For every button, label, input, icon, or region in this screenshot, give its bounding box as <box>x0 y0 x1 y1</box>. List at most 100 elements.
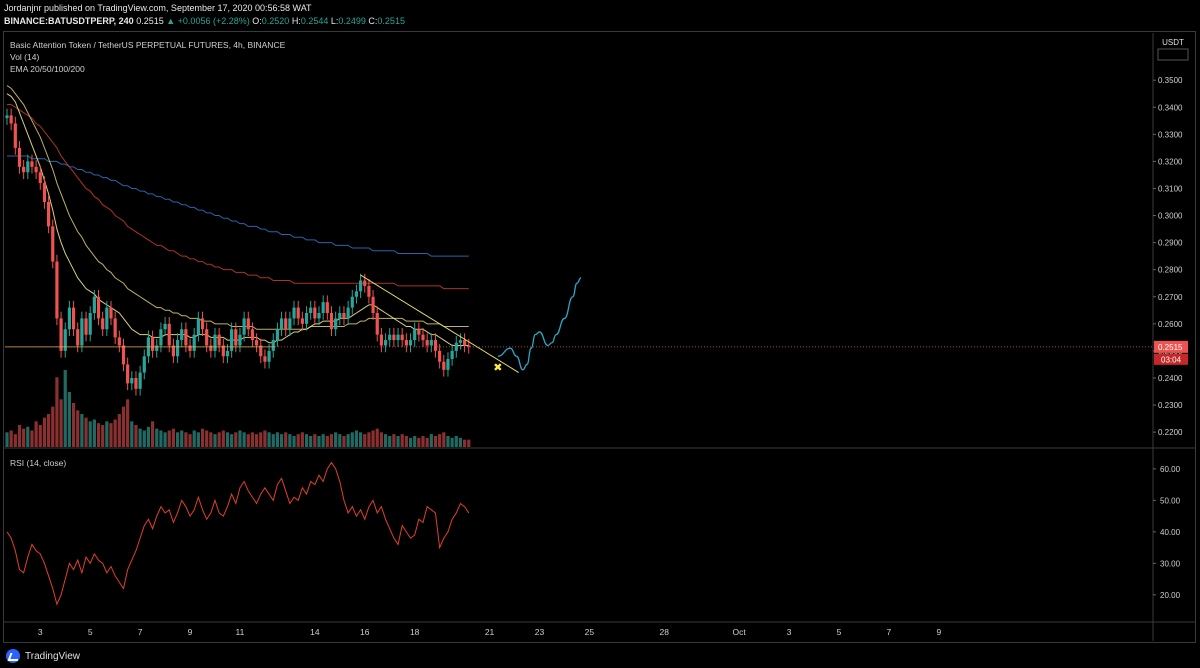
candle-body <box>47 202 51 227</box>
candle-body <box>34 166 38 173</box>
candle-body <box>213 334 217 351</box>
volume-bar <box>463 439 467 447</box>
volume-bar <box>275 432 279 447</box>
volume-bar <box>213 434 217 447</box>
rsi-tick-label: 60.00 <box>1160 465 1181 474</box>
candle-body <box>88 313 92 335</box>
volume-bar <box>38 425 42 447</box>
volume-bar <box>346 434 350 447</box>
tradingview-footer[interactable]: TradingView <box>6 649 80 663</box>
symbol-name: BINANCE:BATUSDTPERP, 240 <box>4 16 134 26</box>
price-change: ▲ +0.0056 (+2.28%) <box>166 16 250 26</box>
volume-bar <box>63 370 67 447</box>
volume-bar <box>234 432 238 447</box>
candle-body <box>454 342 458 351</box>
candle-body <box>196 318 200 335</box>
volume-bar <box>34 421 38 447</box>
candle-body <box>400 334 404 341</box>
candle-body <box>442 361 446 370</box>
candle-body <box>363 280 367 286</box>
candle-body <box>96 296 101 319</box>
rsi-tick-label: 30.00 <box>1160 559 1181 568</box>
candle-body <box>13 123 17 148</box>
volume-bar <box>371 430 375 447</box>
high-value: 0.2544 <box>300 16 329 26</box>
price-tick-label: 0.2200 <box>1158 428 1183 437</box>
price-tick-label: 0.3500 <box>1158 76 1183 85</box>
time-tick-label: 7 <box>887 627 892 637</box>
price-tick-label: 0.3300 <box>1158 130 1183 139</box>
countdown-label: 03:04 <box>1161 355 1182 364</box>
candle-body <box>5 115 9 119</box>
candle-body <box>22 166 26 173</box>
candle-body <box>238 334 242 346</box>
volume-bar <box>359 432 363 447</box>
brand-name: TradingView <box>25 650 81 662</box>
volume-bar <box>142 430 146 447</box>
volume-bar <box>429 434 433 447</box>
candle-body <box>458 340 463 343</box>
candle-body <box>292 307 296 319</box>
candle-body <box>180 329 184 341</box>
candle-body <box>354 291 359 297</box>
volume-bar <box>375 428 379 447</box>
time-tick-label: 18 <box>410 627 420 637</box>
volume-bar <box>175 432 180 447</box>
volume-bar <box>246 434 250 447</box>
volume-bar <box>180 430 184 447</box>
symbol-line: BINANCE:BATUSDTPERP, 240 0.2515 ▲ +0.005… <box>4 16 405 26</box>
volume-bar <box>51 406 55 447</box>
volume-bar <box>379 432 383 447</box>
candle-body <box>263 356 267 362</box>
volume-bar <box>188 434 192 447</box>
volume-bar <box>200 428 205 447</box>
volume-bar <box>438 434 442 447</box>
time-tick-label: 3 <box>787 627 792 637</box>
open-value: 0.2520 <box>261 16 290 26</box>
candle-body <box>105 307 109 330</box>
volume-bar <box>255 434 259 447</box>
candle-body <box>225 350 230 357</box>
volume-bar <box>363 434 367 447</box>
time-tick-label: 9 <box>936 627 941 637</box>
volume-bar <box>126 399 130 447</box>
volume-bar <box>22 428 26 447</box>
volume-bar <box>59 399 63 447</box>
volume-bar <box>309 436 313 447</box>
time-tick-label: 5 <box>88 627 93 637</box>
time-tick-label: 16 <box>360 627 370 637</box>
candle-body <box>313 307 317 319</box>
publisher-line: Jordanjnr published on TradingView.com, … <box>4 3 312 13</box>
volume-bar <box>279 434 284 447</box>
candle-body <box>379 334 383 346</box>
volume-bar <box>9 430 13 447</box>
candle-body <box>300 318 304 324</box>
candle-body <box>38 172 42 184</box>
volume-bar <box>334 432 338 447</box>
volume-bar <box>47 414 51 447</box>
candle-body <box>417 329 421 335</box>
volume-bar <box>300 432 304 447</box>
candle-body <box>175 340 180 357</box>
volume-bar <box>442 432 446 447</box>
volume-bar <box>26 426 30 447</box>
volume-bar <box>284 432 288 447</box>
time-tick-label: 7 <box>138 627 143 637</box>
candle-body <box>271 340 275 351</box>
volume-bar <box>163 432 167 447</box>
volume-bar <box>134 425 138 447</box>
volume-bar <box>5 432 9 447</box>
candle-body <box>217 334 221 346</box>
volume-bar <box>413 436 417 447</box>
candle-body <box>438 350 442 362</box>
volume-bar <box>313 434 317 447</box>
volume-bar <box>433 436 438 447</box>
volume-bar <box>417 437 421 447</box>
volume-bar <box>400 434 404 447</box>
volume-bar <box>288 434 292 447</box>
volume-bar <box>242 432 246 447</box>
candle-body <box>425 340 429 346</box>
time-tick-label: Oct <box>733 627 747 637</box>
volume-bar <box>350 432 354 447</box>
